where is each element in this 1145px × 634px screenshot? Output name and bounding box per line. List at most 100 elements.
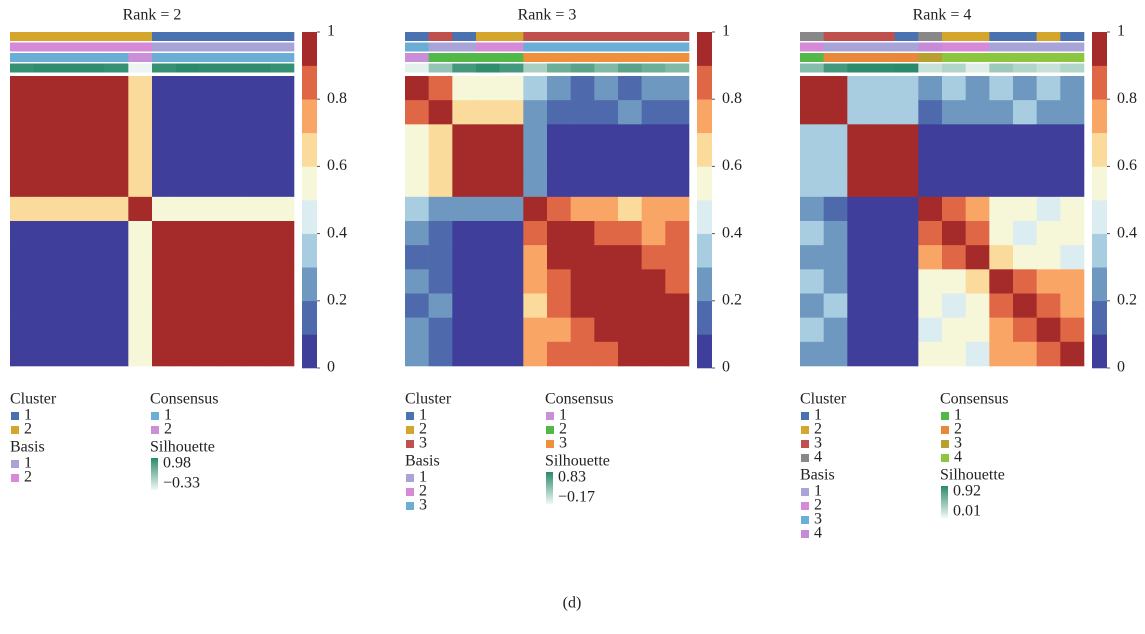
heatmap-cell bbox=[223, 172, 247, 198]
heatmap-cell bbox=[428, 100, 453, 125]
heatmap-cell bbox=[57, 245, 82, 270]
legend-swatch bbox=[801, 516, 809, 524]
track-cell bbox=[965, 63, 990, 73]
heatmap-cell bbox=[547, 172, 571, 198]
heatmap-cell bbox=[523, 221, 548, 246]
heatmap-cell bbox=[570, 196, 595, 222]
heatmap-cell bbox=[476, 341, 500, 367]
heatmap-cell bbox=[476, 148, 500, 173]
heatmap-cell bbox=[871, 148, 895, 173]
track-cell bbox=[847, 32, 872, 41]
track-cell bbox=[823, 63, 848, 73]
heatmap-cell bbox=[1013, 221, 1037, 246]
heatmap-cell bbox=[33, 148, 58, 173]
track-cell bbox=[989, 32, 1014, 41]
heatmap-cell bbox=[1060, 221, 1085, 246]
track-cell bbox=[871, 63, 895, 73]
track-cell bbox=[175, 53, 200, 62]
heatmap-cell bbox=[128, 269, 153, 294]
heatmap-cell bbox=[128, 76, 153, 101]
heatmap-cell bbox=[570, 100, 595, 125]
legend-label: 3 bbox=[954, 435, 962, 452]
track-cell bbox=[989, 53, 1014, 62]
colorbar-step bbox=[697, 300, 712, 335]
heatmap-cell bbox=[199, 245, 224, 270]
heatmap-cell bbox=[594, 221, 619, 246]
heatmap-cell bbox=[871, 317, 895, 343]
heatmap-cell bbox=[405, 76, 429, 101]
heatmap-cell bbox=[1060, 148, 1085, 173]
heatmap-cell bbox=[405, 124, 429, 149]
colorbar-step bbox=[1092, 200, 1107, 234]
track-cell bbox=[57, 42, 82, 52]
heatmap-cell bbox=[175, 293, 200, 318]
heatmap-cell bbox=[1060, 172, 1085, 198]
track-cell bbox=[199, 53, 224, 62]
heatmap-cell bbox=[847, 100, 872, 125]
heatmap-cell bbox=[452, 196, 477, 222]
heatmap-cell bbox=[175, 221, 200, 246]
heatmap-cell bbox=[57, 196, 82, 222]
track-cell bbox=[618, 63, 642, 73]
heatmap-cell bbox=[942, 221, 966, 246]
heatmap-cell bbox=[452, 245, 477, 270]
heatmap-cell bbox=[641, 148, 666, 173]
track-cell bbox=[152, 32, 176, 41]
heatmap-cell bbox=[1060, 196, 1085, 222]
heatmap-cell bbox=[618, 341, 642, 367]
heatmap-cell bbox=[847, 317, 872, 343]
track-cell bbox=[800, 53, 824, 62]
legend-label: 2 bbox=[559, 421, 567, 438]
heatmap-cell bbox=[128, 124, 153, 149]
legend-swatch bbox=[11, 460, 19, 468]
heatmap-cell bbox=[10, 341, 34, 367]
track-cell bbox=[1060, 63, 1085, 73]
legend-swatch bbox=[801, 426, 809, 434]
heatmap-cell bbox=[104, 124, 129, 149]
track-cell bbox=[918, 42, 943, 52]
heatmap-cell bbox=[81, 148, 105, 173]
heatmap-cell bbox=[405, 293, 429, 318]
legend-swatch bbox=[941, 426, 949, 434]
heatmap-cell bbox=[1060, 293, 1085, 318]
heatmap-cell bbox=[499, 100, 524, 125]
heatmap-cell bbox=[618, 124, 642, 149]
heatmap-cell bbox=[405, 317, 429, 343]
legend-label: 1 bbox=[24, 407, 32, 424]
heatmap-cell bbox=[499, 124, 524, 149]
heatmap-cell bbox=[594, 148, 619, 173]
heatmap-cell bbox=[246, 341, 271, 367]
heatmap-cell bbox=[104, 100, 129, 125]
heatmap-cell bbox=[499, 196, 524, 222]
heatmap-cell bbox=[476, 172, 500, 198]
heatmap-cell bbox=[871, 100, 895, 125]
heatmap-cell bbox=[57, 76, 82, 101]
heatmap-cell bbox=[57, 341, 82, 367]
legend-label: 1 bbox=[24, 455, 32, 472]
heatmap-cell bbox=[128, 293, 153, 318]
heatmap-cell bbox=[152, 293, 176, 318]
track-cell bbox=[57, 63, 82, 73]
heatmap-cell bbox=[594, 76, 619, 101]
heatmap-cell bbox=[989, 124, 1014, 149]
track-cell bbox=[894, 42, 919, 52]
colorbar-tick-label: 0.4 bbox=[1117, 224, 1137, 241]
heatmap-cell bbox=[1013, 269, 1037, 294]
heatmap-cell bbox=[175, 341, 200, 367]
heatmap-cell bbox=[499, 293, 524, 318]
heatmap-cell bbox=[476, 221, 500, 246]
heatmap-cell bbox=[965, 245, 990, 270]
legend-label: 1 bbox=[164, 407, 172, 424]
heatmap-cell bbox=[405, 245, 429, 270]
colorbar-step bbox=[697, 334, 712, 369]
silhouette-label: 0.83 bbox=[558, 469, 586, 486]
colorbar-step bbox=[697, 267, 712, 302]
heatmap-cell bbox=[270, 245, 295, 270]
heatmap-cell bbox=[665, 76, 690, 101]
heatmap-cell bbox=[641, 269, 666, 294]
track-cell bbox=[452, 53, 477, 62]
colorbar-step bbox=[697, 32, 712, 66]
heatmap-cell bbox=[428, 124, 453, 149]
legend-label: 2 bbox=[24, 421, 32, 438]
colorbar-tick-label: 0.6 bbox=[722, 157, 742, 174]
